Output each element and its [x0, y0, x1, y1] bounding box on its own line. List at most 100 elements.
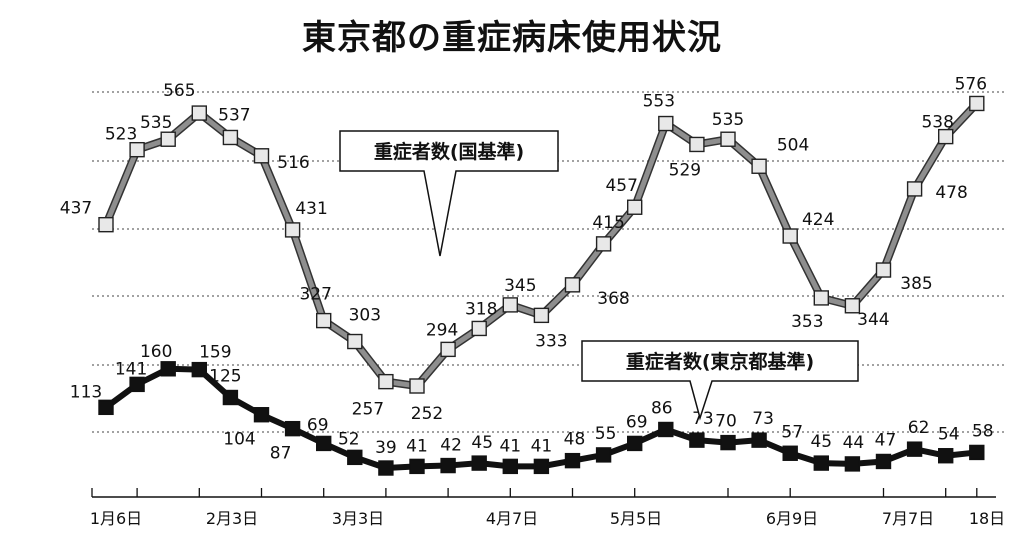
gray-series-value-label: 252 — [411, 404, 443, 424]
black-series-marker — [627, 435, 643, 452]
black-series-value-label: 39 — [375, 438, 397, 458]
legend-national-box — [339, 130, 559, 257]
black-series-marker — [502, 458, 518, 475]
black-series-value-label: 160 — [140, 342, 172, 362]
gray-series-value-label: 431 — [295, 199, 327, 219]
gray-series-marker — [595, 236, 612, 252]
legend-tokyo-label: 重症者数(東京都基準) — [626, 350, 814, 373]
gray-series-marker — [440, 341, 456, 358]
gray-series-value-label: 516 — [277, 153, 309, 173]
black-series-marker — [160, 361, 176, 377]
black-series-marker — [813, 455, 829, 471]
x-tick-label: 2月3日 — [206, 509, 258, 528]
black-series-value-label: 41 — [531, 436, 553, 456]
gray-series-marker — [751, 158, 767, 174]
gray-series-marker — [564, 277, 581, 293]
black-series-marker — [844, 456, 861, 472]
black-series-value-label: 41 — [499, 436, 521, 456]
gray-series-marker — [409, 378, 425, 394]
gray-series-value-label: 504 — [777, 135, 809, 155]
x-tick-label: 1月6日 — [90, 509, 142, 528]
gray-series-value-label: 565 — [163, 81, 195, 101]
legend-callouts: 重症者数(国基準) 重症者数(東京都基準) — [339, 130, 859, 421]
black-series-marker — [316, 435, 332, 452]
black-series-value-label: 87 — [270, 444, 292, 464]
black-series-value-label: 52 — [338, 429, 360, 449]
gray-series-value-label: 535 — [140, 113, 172, 133]
gray-series-marker — [844, 298, 861, 314]
black-series-value-label: 54 — [938, 425, 960, 445]
black-series-value-label: 47 — [875, 430, 897, 450]
black-series-marker — [595, 447, 612, 463]
gray-series-marker — [471, 320, 487, 337]
black-series-value-label: 42 — [440, 436, 462, 456]
gray-series-marker — [98, 216, 114, 233]
black-series-value-label: 41 — [406, 436, 428, 456]
gray-series-marker — [906, 181, 923, 197]
black-series-value-label: 44 — [843, 433, 865, 453]
black-series-value-label: 113 — [70, 382, 102, 402]
black-series-marker — [533, 458, 550, 475]
chart-title: 東京都の重症病床使用状況 — [302, 18, 722, 58]
black-series-value-label: 70 — [715, 412, 737, 432]
gray-series-marker — [782, 228, 798, 244]
black-series-value-label: 159 — [199, 343, 231, 363]
black-series-marker — [409, 458, 425, 475]
black-series-value-label: 86 — [651, 398, 673, 418]
black-series-value-label: 73 — [752, 409, 774, 429]
gray-series-value-label: 553 — [643, 92, 675, 112]
gray-series-value-label: 415 — [592, 213, 624, 233]
black-series-value-label: 58 — [972, 421, 994, 441]
black-series-marker — [471, 455, 487, 471]
black-series-marker — [222, 389, 239, 406]
gray-series-value-label: 538 — [921, 113, 953, 133]
gray-series-value-label: 344 — [857, 310, 889, 330]
gray-series-marker — [378, 373, 394, 390]
x-tick-label: 18日 — [969, 509, 1005, 528]
gray-series-value-label: 529 — [669, 160, 701, 180]
gray-series-value-label: 457 — [605, 176, 637, 196]
gray-series-value-label: 333 — [535, 331, 567, 351]
black-series-value-label: 45 — [810, 432, 832, 452]
gray-series-marker — [160, 131, 176, 147]
black-series-value-label: 73 — [692, 409, 714, 429]
black-series-marker — [751, 432, 767, 448]
x-tick-label: 3月3日 — [332, 509, 384, 528]
gray-series-value-label: 385 — [900, 274, 932, 294]
black-series-value-label: 57 — [781, 422, 803, 442]
gray-series-marker — [129, 141, 145, 158]
x-tick-label: 7月7日 — [882, 509, 934, 528]
gray-series-value-label: 353 — [791, 312, 823, 332]
black-series-marker — [191, 361, 208, 378]
gray-series-marker — [347, 333, 363, 350]
gray-series-marker — [502, 297, 518, 313]
black-series-marker — [782, 445, 798, 461]
gray-series-marker — [658, 115, 674, 132]
black-series-value-label: 104 — [223, 430, 255, 450]
gray-series-marker — [222, 129, 239, 146]
black-series-value-label: 48 — [564, 430, 586, 450]
gray-series-marker — [627, 199, 643, 215]
gray-series-value-label: 368 — [597, 289, 629, 309]
black-series-marker — [347, 449, 363, 466]
gray-series-value-label: 537 — [218, 105, 250, 125]
black-series-marker — [129, 376, 145, 393]
gray-series-value-label: 535 — [712, 110, 744, 130]
gray-series-marker — [813, 290, 829, 306]
gray-series-value-label: 318 — [465, 299, 497, 319]
gray-series-value-label: 345 — [504, 276, 536, 296]
gray-series-marker — [191, 105, 208, 121]
gray-series-value-label: 257 — [352, 400, 384, 420]
gray-series-value-label: 424 — [802, 210, 834, 230]
black-series-value-label: 69 — [307, 415, 329, 435]
gray-series-marker — [720, 131, 736, 147]
black-series-marker — [98, 399, 114, 416]
gray-series-marker — [938, 128, 954, 145]
gray-series-marker — [253, 148, 270, 164]
black-series-marker — [689, 432, 705, 448]
gray-series-marker — [689, 136, 705, 153]
black-series-marker — [875, 453, 892, 470]
